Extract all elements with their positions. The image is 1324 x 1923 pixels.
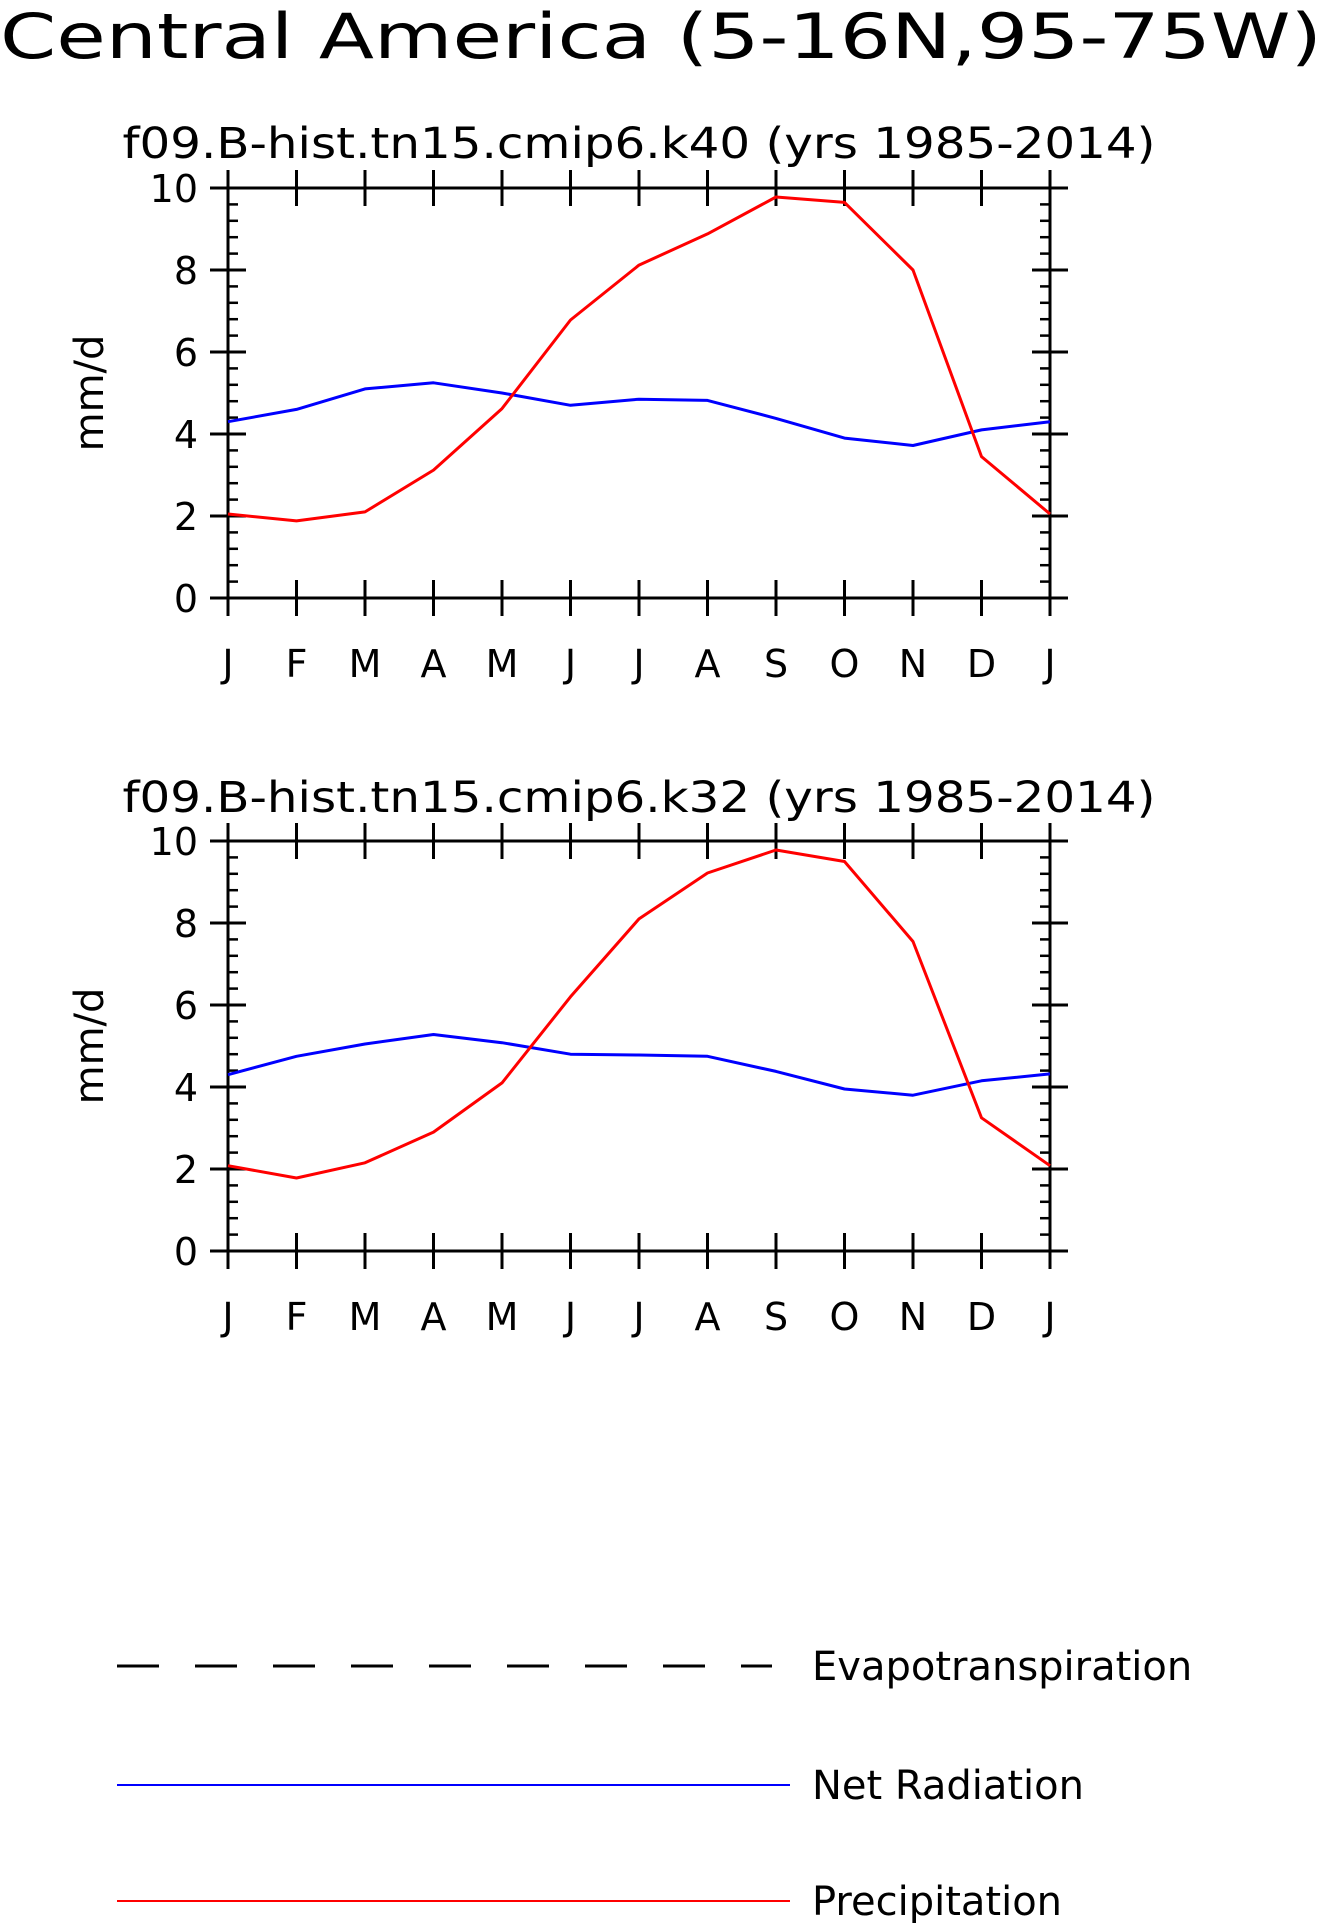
x-tick-label: D [967,1295,996,1339]
panels-group: f09.B-hist.tn15.cmip6.k40 (yrs 1985-2014… [67,119,1156,1339]
x-tick-label: J [1042,642,1055,686]
x-tick-label: A [695,642,721,686]
y-tick-label: 0 [174,1230,198,1274]
y-tick-label: 10 [150,820,198,864]
x-tick-label: F [286,1295,308,1339]
x-tick-label: S [764,1295,788,1339]
x-tick-label: F [286,642,308,686]
x-tick-label: D [967,642,996,686]
x-tick-label: M [486,642,519,686]
x-tick-label: O [830,642,860,686]
chart-panel-2: f09.B-hist.tn15.cmip6.k32 (yrs 1985-2014… [67,773,1156,1339]
y-tick-label: 0 [174,577,198,621]
y-tick-label: 2 [174,1148,198,1192]
legend-label-net-radiation: Net Radiation [812,1763,1084,1809]
panel-title: f09.B-hist.tn15.cmip6.k32 (yrs 1985-2014… [123,773,1156,823]
y-tick-label: 8 [174,249,198,293]
y-tick-label: 10 [150,167,198,211]
x-tick-label: J [563,642,576,686]
x-tick-label: M [349,1295,382,1339]
x-tick-label: J [631,642,644,686]
x-tick-label: J [1042,1295,1055,1339]
series-line-net-radiation [227,1033,1051,1097]
legend: Evapotranspiration Net Radiation Precipita… [117,1644,1192,1923]
y-tick-label: 4 [174,413,198,457]
x-tick-label: A [695,1295,721,1339]
x-tick-label: J [563,1295,576,1339]
y-tick-label: 6 [174,984,198,1028]
y-tick-label: 8 [174,902,198,946]
y-axis-label: mm/d [67,988,113,1105]
figure-title: Central America (5-16N,95-75W) [0,0,1322,73]
series-line-precipitation [227,195,1051,523]
x-tick-label: J [631,1295,644,1339]
x-tick-label: A [421,1295,447,1339]
x-tick-label: A [421,642,447,686]
panel-title: f09.B-hist.tn15.cmip6.k40 (yrs 1985-2014… [123,119,1156,169]
x-tick-label: N [899,1295,927,1339]
chart-panel-1: f09.B-hist.tn15.cmip6.k40 (yrs 1985-2014… [67,119,1156,686]
x-tick-label: J [220,642,233,686]
legend-label-evapotranspiration: Evapotranspiration [812,1644,1192,1690]
series-line-precipitation [227,848,1051,1180]
x-tick-label: M [486,1295,519,1339]
series-line-net-radiation [227,381,1051,447]
y-tick-label: 4 [174,1066,198,1110]
y-tick-label: 6 [174,331,198,375]
y-tick-label: 2 [174,495,198,539]
x-tick-label: S [764,642,788,686]
x-tick-label: J [220,1295,233,1339]
x-tick-label: M [349,642,382,686]
x-tick-label: O [830,1295,860,1339]
x-tick-label: N [899,642,927,686]
legend-label-precipitation: Precipitation [812,1879,1062,1923]
y-axis-label: mm/d [67,335,113,452]
